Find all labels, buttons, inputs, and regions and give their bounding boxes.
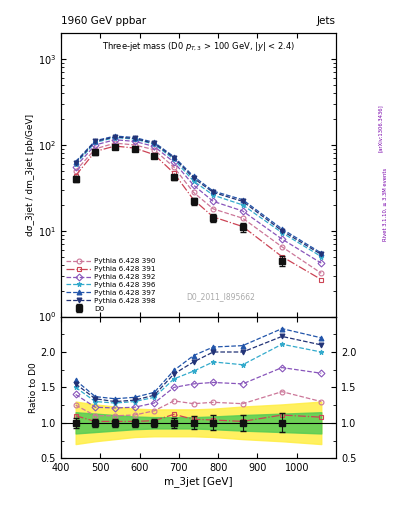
X-axis label: m_3jet [GeV]: m_3jet [GeV]	[164, 476, 233, 487]
Pythia 6.428 398	[172, 155, 176, 161]
Pythia 6.428 391	[191, 197, 196, 203]
Pythia 6.428 390	[132, 142, 137, 148]
Pythia 6.428 390	[113, 140, 118, 146]
Pythia 6.428 391	[319, 276, 324, 283]
Pythia 6.428 390	[241, 215, 245, 221]
Pythia 6.428 396	[152, 141, 156, 147]
Pythia 6.428 390	[319, 270, 324, 276]
Pythia 6.428 392	[152, 143, 156, 150]
Text: Jets: Jets	[317, 15, 336, 26]
Pythia 6.428 392	[211, 198, 215, 204]
Pythia 6.428 398	[241, 198, 245, 204]
Text: Rivet 3.1.10, ≥ 3.3M events: Rivet 3.1.10, ≥ 3.3M events	[383, 168, 387, 242]
Pythia 6.428 396	[93, 139, 98, 145]
Pythia 6.428 391	[132, 145, 137, 151]
Text: 1960 GeV ppbar: 1960 GeV ppbar	[61, 15, 146, 26]
Pythia 6.428 397	[93, 138, 98, 144]
Pythia 6.428 398	[132, 135, 137, 141]
Pythia 6.428 390	[93, 146, 98, 152]
Pythia 6.428 390	[152, 146, 156, 153]
Pythia 6.428 397	[280, 226, 285, 232]
Line: Pythia 6.428 391: Pythia 6.428 391	[73, 144, 324, 282]
Pythia 6.428 392	[280, 236, 285, 242]
Pythia 6.428 396	[280, 229, 285, 236]
Pythia 6.428 396	[241, 202, 245, 208]
Pythia 6.428 391	[73, 173, 78, 179]
Pythia 6.428 397	[113, 133, 118, 139]
Pythia 6.428 392	[191, 182, 196, 188]
Pythia 6.428 392	[319, 260, 324, 266]
Pythia 6.428 396	[172, 156, 176, 162]
Line: Pythia 6.428 397: Pythia 6.428 397	[73, 134, 324, 255]
Pythia 6.428 397	[73, 159, 78, 165]
Pythia 6.428 398	[280, 228, 285, 234]
Pythia 6.428 398	[211, 189, 215, 196]
Pythia 6.428 396	[132, 136, 137, 142]
Pythia 6.428 397	[211, 188, 215, 194]
Pythia 6.428 396	[191, 178, 196, 184]
Pythia 6.428 398	[191, 175, 196, 181]
Pythia 6.428 392	[113, 137, 118, 143]
Line: Pythia 6.428 398: Pythia 6.428 398	[73, 135, 324, 257]
Pythia 6.428 391	[280, 253, 285, 260]
Pythia 6.428 397	[241, 197, 245, 203]
Pythia 6.428 397	[152, 139, 156, 145]
Pythia 6.428 396	[319, 253, 324, 260]
Legend: Pythia 6.428 390, Pythia 6.428 391, Pythia 6.428 392, Pythia 6.428 396, Pythia 6: Pythia 6.428 390, Pythia 6.428 391, Pyth…	[64, 257, 157, 313]
Pythia 6.428 397	[191, 174, 196, 180]
Pythia 6.428 391	[241, 223, 245, 229]
Pythia 6.428 396	[113, 135, 118, 141]
Pythia 6.428 396	[211, 192, 215, 198]
Pythia 6.428 391	[211, 214, 215, 220]
Pythia 6.428 390	[211, 206, 215, 212]
Pythia 6.428 392	[241, 208, 245, 214]
Line: Pythia 6.428 392: Pythia 6.428 392	[73, 137, 324, 266]
Pythia 6.428 397	[319, 250, 324, 256]
Text: D0_2011_I895662: D0_2011_I895662	[186, 292, 255, 301]
Pythia 6.428 391	[152, 152, 156, 158]
Pythia 6.428 392	[132, 138, 137, 144]
Pythia 6.428 390	[280, 244, 285, 250]
Pythia 6.428 390	[191, 189, 196, 196]
Y-axis label: Ratio to D0: Ratio to D0	[29, 362, 38, 413]
Pythia 6.428 391	[172, 170, 176, 176]
Y-axis label: dσ_3jet / dm_3jet [pb/GeV]: dσ_3jet / dm_3jet [pb/GeV]	[26, 114, 35, 236]
Pythia 6.428 391	[113, 143, 118, 149]
Pythia 6.428 398	[319, 251, 324, 258]
Pythia 6.428 397	[132, 135, 137, 141]
Pythia 6.428 391	[93, 148, 98, 155]
Pythia 6.428 397	[172, 154, 176, 160]
Pythia 6.428 390	[172, 164, 176, 170]
Line: Pythia 6.428 396: Pythia 6.428 396	[73, 135, 324, 259]
Pythia 6.428 392	[93, 142, 98, 148]
Pythia 6.428 398	[93, 138, 98, 144]
Pythia 6.428 390	[73, 168, 78, 174]
Pythia 6.428 392	[73, 163, 78, 169]
Pythia 6.428 396	[73, 161, 78, 167]
Pythia 6.428 392	[172, 159, 176, 165]
Line: Pythia 6.428 390: Pythia 6.428 390	[73, 141, 324, 275]
Text: Three-jet mass (D0 $p_{T,3}$ > 100 GeV, $|y|$ < 2.4): Three-jet mass (D0 $p_{T,3}$ > 100 GeV, …	[102, 40, 295, 53]
Pythia 6.428 398	[113, 134, 118, 140]
Pythia 6.428 398	[152, 140, 156, 146]
Pythia 6.428 398	[73, 160, 78, 166]
Text: [arXiv:1306.3436]: [arXiv:1306.3436]	[378, 104, 382, 152]
